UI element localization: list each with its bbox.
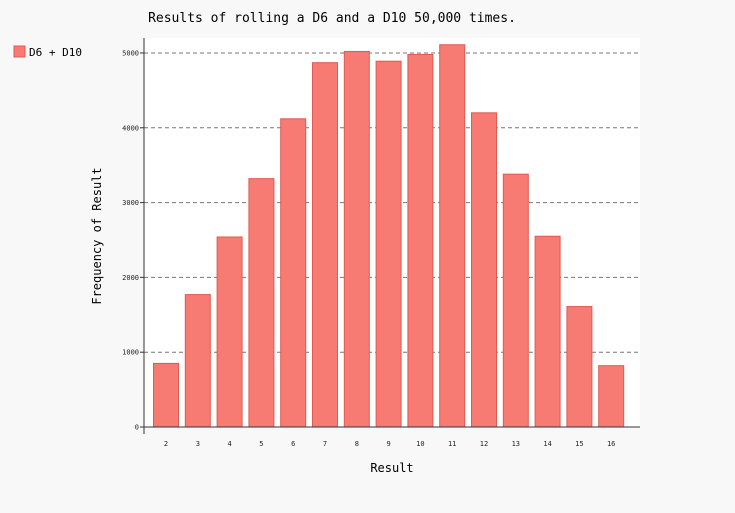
legend-swatch [13, 45, 26, 58]
y-axis-label: Frequency of Result [90, 167, 104, 304]
y-tick-label: 1000 [122, 349, 139, 357]
chart-title: Results of rolling a D6 and a D10 50,000… [148, 11, 516, 26]
y-tick-label: 2000 [122, 274, 139, 282]
bar-10 [407, 53, 434, 428]
bar-13 [502, 173, 529, 428]
x-tick-label: 7 [323, 440, 327, 448]
y-tick-label: 5000 [122, 49, 139, 57]
y-tick-label: 3000 [122, 199, 139, 207]
legend: D6 + D10 [13, 45, 82, 59]
x-tick-label: 3 [196, 440, 200, 448]
x-tick-label: 4 [227, 440, 231, 448]
bar-5 [248, 178, 275, 428]
bar-layer [153, 44, 625, 428]
x-tick-label: 15 [575, 440, 583, 448]
axis-layer [143, 38, 640, 434]
bar-11 [439, 44, 466, 428]
bar-7 [312, 62, 338, 428]
bar-3 [184, 294, 211, 428]
bar-16 [598, 365, 625, 428]
bar-15 [566, 306, 593, 428]
bar-9 [375, 60, 402, 428]
y-tick-label: 0 [135, 424, 139, 432]
x-tick-label: 2 [164, 440, 168, 448]
x-tick-label: 16 [607, 440, 615, 448]
tick-layer: 0 1000 2000 3000 4000 5000 2 3 4 5 6 7 8 9 10 11 12 13 14 1… [122, 49, 615, 448]
y-tick-label: 4000 [122, 124, 139, 132]
x-tick-label: 5 [259, 440, 263, 448]
x-tick-label: 10 [416, 440, 424, 448]
bar-4 [216, 236, 243, 428]
bar-6 [280, 118, 307, 428]
bar-12 [471, 112, 497, 428]
x-tick-label: 8 [355, 440, 359, 448]
bar-8 [343, 50, 370, 428]
legend-label: D6 + D10 [29, 46, 82, 59]
x-axis-label: Result [370, 461, 413, 475]
x-tick-label: 11 [448, 440, 456, 448]
x-tick-label: 14 [543, 440, 551, 448]
x-tick-label: 12 [480, 440, 488, 448]
x-tick-label: 9 [386, 440, 390, 448]
bar-2 [153, 362, 179, 428]
bar-14 [534, 235, 561, 428]
x-tick-label: 13 [512, 440, 520, 448]
x-tick-label: 6 [291, 440, 295, 448]
